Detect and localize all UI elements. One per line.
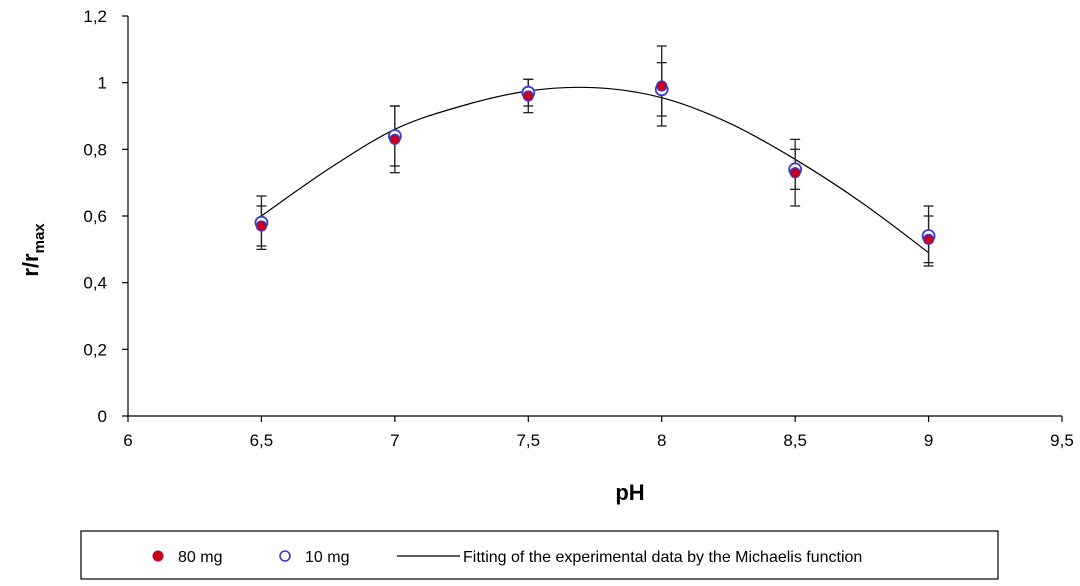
axes: 0 0,2 0,4 0,6 0,8 1 1,2 6 6,5 7 7,5 8 8,5 9 9,5: [83, 7, 1073, 450]
y-tick-label: 0,6: [83, 207, 107, 226]
y-tick-label: 0,8: [83, 140, 107, 159]
x-axis-title: pH: [615, 480, 644, 505]
point-80mg: [789, 167, 801, 179]
fit-curve: [261, 86, 929, 254]
point-80mg: [922, 233, 935, 245]
plot-area: [254, 45, 936, 267]
legend-label-10mg: 10 mg: [305, 549, 349, 566]
legend: 80 mg 10 mg Fitting of the experimental …: [80, 530, 999, 580]
y-tick-label: 1: [98, 74, 107, 93]
x-tick-label: 6,5: [250, 431, 274, 450]
point-80mg: [522, 90, 534, 102]
legend-label-fit: Fitting of the experimental data by the …: [463, 549, 862, 566]
point-80mg: [255, 220, 268, 232]
x-tick-label: 9: [924, 431, 933, 450]
point-80mg: [656, 80, 668, 92]
legend-frame: [80, 530, 999, 580]
y-tick-label: 0,4: [83, 274, 107, 293]
x-tick-label: 7,5: [516, 431, 540, 450]
x-tick-label: 6: [123, 431, 132, 450]
y-tick-label: 0: [98, 407, 107, 426]
x-tick-label: 7: [390, 431, 399, 450]
y-tick-label: 0,2: [83, 340, 107, 359]
legend-label-80mg: 80 mg: [178, 549, 222, 566]
point-80mg: [389, 133, 401, 145]
x-tick-label: 9,5: [1050, 431, 1074, 450]
legend-marker-80mg: [152, 550, 164, 562]
x-tick-label: 8,5: [783, 431, 807, 450]
y-axis-title: r/rmax: [18, 223, 48, 277]
x-tick-label: 8: [657, 431, 666, 450]
y-tick-label: 1,2: [83, 7, 107, 26]
legend-marker-10mg: [279, 550, 291, 562]
